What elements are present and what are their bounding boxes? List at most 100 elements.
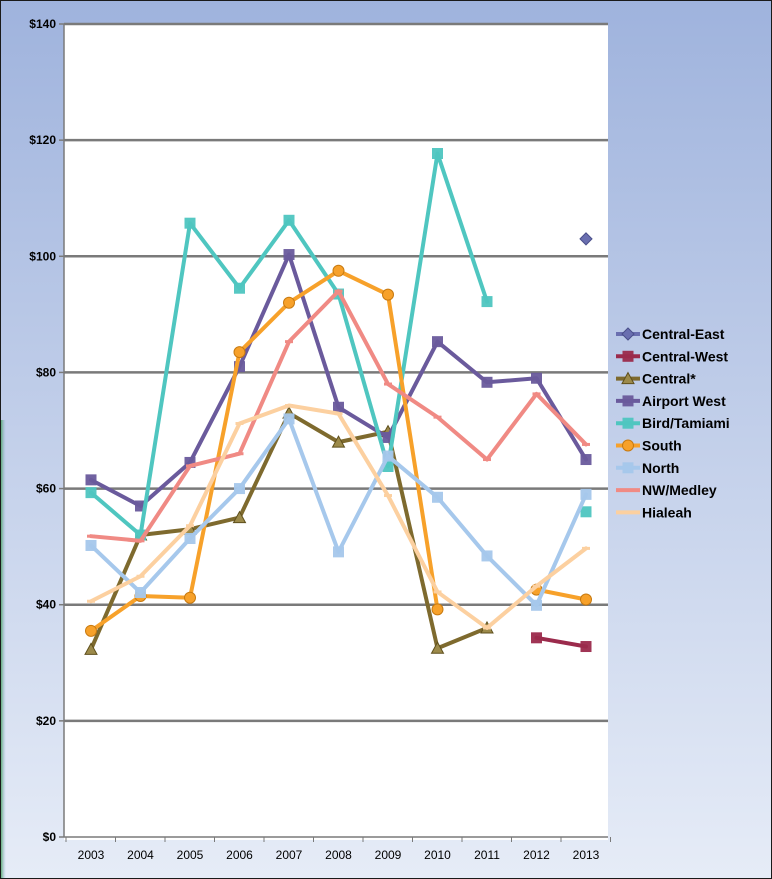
series-group — [87, 403, 590, 630]
data-point — [622, 439, 634, 452]
data-point — [481, 296, 493, 308]
data-point — [87, 599, 95, 603]
data-point — [531, 372, 542, 384]
series-group — [579, 232, 593, 246]
data-point — [432, 336, 443, 348]
data-point — [531, 632, 542, 644]
legend-entry: South — [616, 438, 682, 454]
data-point — [622, 395, 634, 407]
series-group — [85, 147, 592, 541]
data-point — [433, 415, 442, 419]
data-point — [136, 539, 145, 543]
data-point — [481, 550, 493, 562]
data-point — [234, 483, 245, 495]
legend-label: NW/Medley — [642, 482, 717, 498]
plot-area — [64, 24, 608, 840]
data-point — [582, 546, 590, 550]
y-tick-label: $0 — [43, 830, 57, 844]
data-point — [382, 288, 394, 301]
data-point — [622, 350, 634, 362]
data-point — [580, 641, 592, 653]
y-tick-label: $60 — [36, 482, 56, 496]
x-tick-label: 2007 — [276, 848, 303, 862]
data-point — [285, 340, 293, 344]
data-point — [84, 642, 98, 655]
series-group — [85, 249, 592, 512]
data-point — [430, 641, 445, 654]
series-group — [531, 632, 592, 653]
data-point — [333, 546, 344, 558]
data-point — [483, 626, 491, 630]
data-point — [332, 264, 345, 277]
data-point — [135, 587, 146, 599]
legend-label: South — [642, 438, 682, 454]
x-tick-label: 2009 — [375, 848, 402, 862]
data-point — [85, 624, 97, 637]
data-point — [331, 435, 346, 448]
data-point — [85, 539, 97, 551]
y-tick-label: $100 — [29, 249, 56, 263]
x-tick-label: 2010 — [424, 848, 451, 862]
legend-entry: Central* — [616, 371, 696, 387]
data-point — [580, 488, 592, 500]
x-tick-label: 2006 — [226, 848, 253, 862]
legend-entry: North — [616, 460, 679, 476]
data-point — [532, 392, 541, 396]
series-group — [87, 289, 590, 543]
data-point — [622, 417, 634, 429]
data-point — [283, 413, 295, 425]
x-tick-label: 2003 — [78, 848, 105, 862]
data-point — [432, 147, 443, 159]
data-point — [624, 510, 632, 514]
data-point — [432, 491, 443, 503]
legend-entry: NW/Medley — [616, 482, 717, 498]
data-point — [622, 462, 634, 474]
data-point — [580, 506, 592, 518]
data-point — [334, 289, 343, 293]
data-point — [184, 533, 196, 545]
data-point — [621, 327, 635, 341]
series-line — [89, 268, 440, 633]
legend-label: Hialeah — [642, 504, 692, 520]
data-point — [481, 376, 493, 388]
data-point — [85, 474, 97, 486]
y-tick-label: $80 — [36, 365, 56, 379]
data-point — [579, 232, 593, 246]
data-point — [283, 249, 295, 261]
data-point — [624, 488, 632, 492]
y-tick-label: $20 — [36, 714, 56, 728]
data-point — [431, 603, 444, 616]
legend-label: North — [642, 460, 679, 476]
data-point — [582, 442, 590, 446]
data-point — [136, 574, 145, 578]
x-tick-label: 2011 — [474, 848, 500, 862]
data-point — [384, 494, 392, 498]
legend-entry: Bird/Tamiami — [616, 415, 730, 431]
data-point — [483, 458, 491, 462]
legend-label: Bird/Tamiami — [642, 415, 730, 431]
legend-label: Central-West — [642, 348, 728, 364]
x-tick-label: 2005 — [177, 848, 204, 862]
data-point — [186, 524, 194, 528]
legend-label: Central* — [642, 371, 696, 387]
data-point — [234, 282, 245, 294]
data-point — [184, 591, 196, 604]
data-point — [233, 346, 246, 359]
data-point — [382, 450, 394, 462]
x-tick-label: 2012 — [523, 848, 550, 862]
x-tick-label: 2004 — [127, 848, 154, 862]
data-point — [334, 412, 343, 416]
data-point — [531, 599, 542, 611]
y-tick-label: $120 — [29, 133, 56, 147]
legend-entry: Central-East — [616, 326, 725, 342]
chart-edge-accent — [0, 420, 6, 879]
data-point — [621, 371, 635, 385]
data-point — [283, 214, 295, 226]
data-point — [580, 593, 592, 606]
data-point — [283, 296, 295, 309]
data-point — [87, 534, 95, 538]
data-point — [285, 404, 293, 408]
y-tick-label: $40 — [36, 598, 56, 612]
